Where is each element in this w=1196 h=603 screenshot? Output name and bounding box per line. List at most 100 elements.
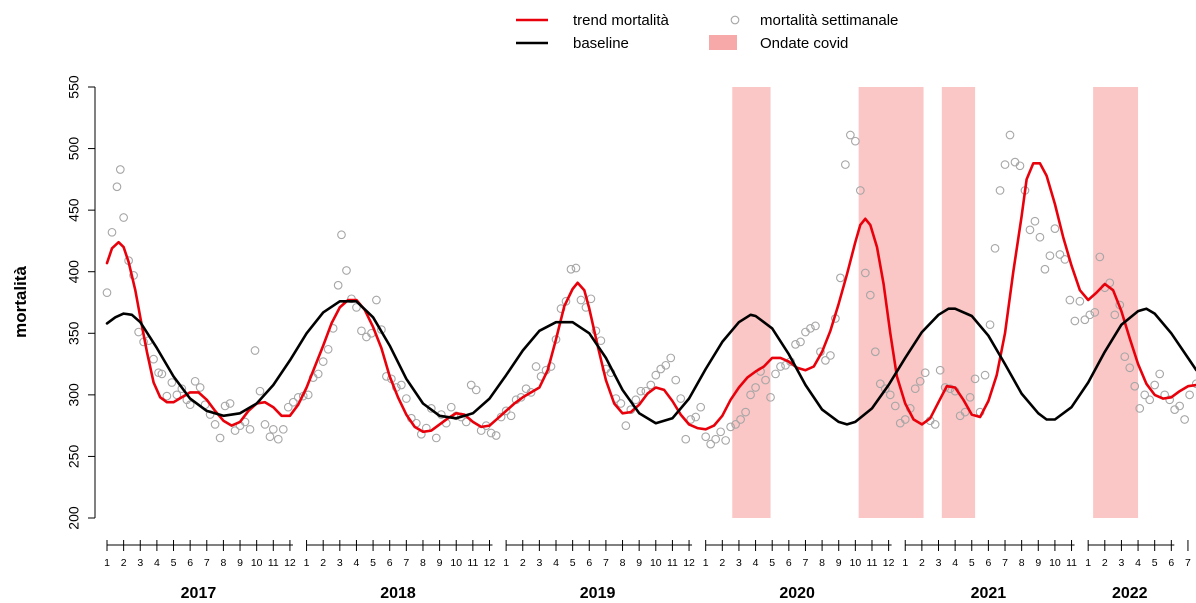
weekly-mortality-point — [1030, 216, 1040, 226]
weekly-mortality-point — [265, 432, 275, 442]
x-tick-label: 9 — [636, 557, 642, 569]
weekly-mortality-point — [870, 347, 880, 357]
weekly-mortality-point — [865, 290, 875, 300]
weekly-mortality-point — [288, 397, 298, 407]
weekly-mortality-point — [1090, 308, 1100, 317]
weekly-mortality-point — [177, 384, 187, 394]
weekly-mortality-point — [771, 369, 780, 379]
x-tick-label: 4 — [154, 557, 160, 569]
weekly-mortality-point — [431, 433, 441, 443]
weekly-mortality-point — [342, 266, 351, 275]
y-tick-label-550: 550 — [66, 75, 82, 99]
weekly-mortality-point — [821, 356, 830, 365]
weekly-mortality-point — [1180, 415, 1189, 424]
weekly-mortality-point — [446, 402, 456, 412]
x-tick-label: 5 — [1152, 557, 1158, 569]
weekly-mortality-point — [1040, 264, 1050, 274]
weekly-mortality-point — [696, 402, 706, 412]
weekly-mortality-point — [885, 390, 895, 400]
x-tick-label: 3 — [736, 557, 742, 569]
y-tick-label-350: 350 — [66, 321, 82, 345]
weekly-mortality-point — [890, 401, 900, 411]
x-tick-label: 12 — [883, 557, 895, 569]
weekly-mortality-point — [220, 401, 230, 411]
x-tick-label: 5 — [171, 557, 177, 569]
x-tick-label: 9 — [237, 557, 243, 569]
weekly-mortality-point — [566, 264, 576, 274]
weekly-mortality-point — [736, 415, 745, 424]
trend-lines — [105, 162, 1196, 434]
y-tick-label-450: 450 — [66, 198, 82, 222]
x-tick-label: 5 — [769, 557, 775, 569]
weekly-mortality-point — [225, 399, 235, 408]
weekly-mortality-point — [486, 428, 496, 438]
weekly-mortality-point — [631, 395, 641, 405]
weekly-mortality-point — [172, 390, 182, 400]
x-tick-label: 11 — [667, 557, 678, 569]
weekly-mortality-point — [910, 384, 920, 394]
x-tick-label: 3 — [536, 557, 542, 569]
weekly-mortality-point — [706, 439, 716, 449]
x-tick-label: 1 — [304, 557, 310, 569]
legend: trend mortalità mortalità settimanale base… — [516, 12, 898, 52]
weekly-mortality-point — [526, 388, 536, 397]
baseline-line — [105, 300, 1196, 426]
weekly-mortality-point — [726, 422, 735, 432]
trend-mortality-line — [105, 162, 1196, 434]
covid-wave-band-2 — [858, 87, 924, 518]
weekly-mortality-point — [1145, 395, 1155, 405]
x-tick-label: 7 — [803, 557, 809, 569]
weekly-mortality-point — [1055, 250, 1065, 259]
x-tick-label: 10 — [251, 557, 263, 569]
weekly-mortality-point — [811, 321, 820, 331]
x-tick-label: 9 — [437, 557, 443, 569]
y-tick-label-300: 300 — [66, 383, 82, 407]
x-tick-label: 3 — [137, 557, 143, 569]
x-tick-label: 7 — [603, 557, 609, 569]
x-tick-label: 1 — [503, 557, 509, 569]
weekly-mortality-point — [1015, 161, 1025, 171]
weekly-mortality-point — [273, 434, 283, 444]
x-tick-label: 2 — [919, 557, 925, 569]
weekly-mortality-point — [806, 324, 815, 333]
year-label-2018: 2018 — [380, 585, 416, 602]
weekly-mortality-point — [826, 351, 835, 360]
weekly-mortality-point — [337, 230, 346, 240]
weekly-mortality-point — [875, 379, 885, 389]
weekly-mortality-point — [1085, 310, 1095, 320]
weekly-mortality-point — [115, 165, 125, 174]
weekly-mortality-point — [651, 370, 661, 380]
weekly-mortality-point — [850, 136, 860, 146]
weekly-mortality-point — [841, 160, 850, 169]
weekly-mortality-point — [801, 327, 810, 337]
weekly-mortality-point — [107, 227, 117, 237]
weekly-mortality-point — [1025, 225, 1035, 235]
weekly-mortality-point — [1060, 255, 1070, 264]
weekly-mortality-point — [1065, 295, 1075, 305]
x-tick-label: 2 — [121, 557, 127, 569]
x-tick-label: 12 — [284, 557, 296, 569]
x-tick-label: 11 — [1066, 557, 1077, 569]
weekly-mortality-point — [1191, 379, 1196, 389]
weekly-mortality-point — [119, 213, 128, 222]
covid-wave-band-3 — [941, 87, 976, 518]
weekly-mortality-point — [185, 400, 195, 410]
weekly-mortality-point — [352, 303, 361, 312]
x-tick-label: 1 — [1085, 557, 1091, 569]
x-tick-label: 5 — [570, 557, 576, 569]
weekly-mortality-point — [995, 186, 1005, 195]
x-tick-label: 6 — [387, 557, 393, 569]
weekly-mortality-point — [985, 320, 995, 330]
weekly-mortality-point — [397, 380, 406, 390]
x-tick-label: 1 — [902, 557, 908, 569]
weekly-mortality-point — [731, 420, 740, 429]
weekly-mortality-point — [1135, 404, 1145, 413]
x-tick-label: 3 — [1119, 557, 1125, 569]
y-tick-label-250: 250 — [66, 445, 82, 469]
weekly-mortality-point — [134, 327, 143, 337]
weekly-mortality-point — [372, 295, 381, 305]
weekly-mortality-point — [691, 412, 701, 422]
legend-swatch-point — [730, 15, 740, 25]
